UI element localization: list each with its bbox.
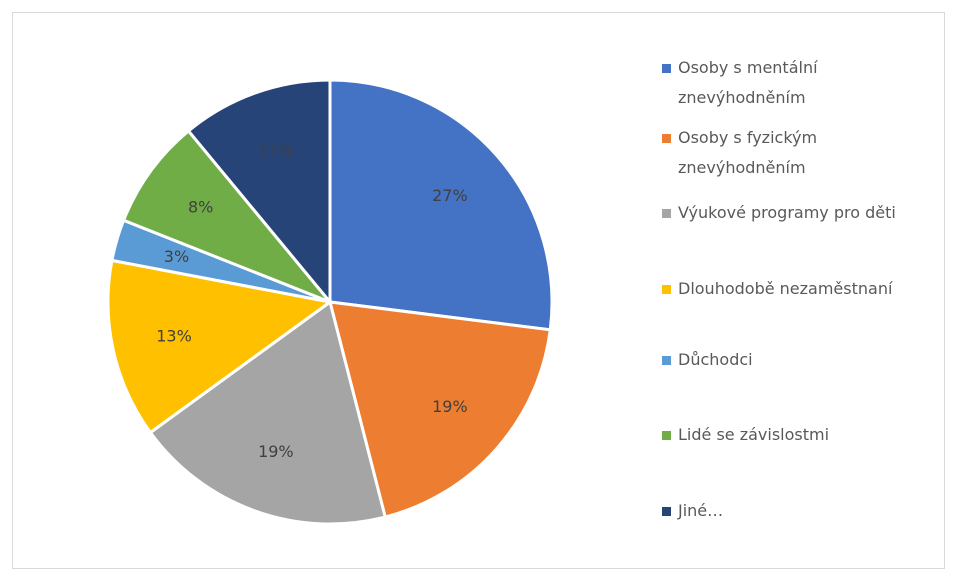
legend-swatch bbox=[662, 64, 671, 73]
pie-slice bbox=[148, 299, 388, 526]
legend-item: Osoby s fyzickým znevýhodněním bbox=[662, 123, 942, 183]
data-label: 27% bbox=[432, 186, 468, 205]
pie-slice bbox=[121, 128, 332, 304]
legend-label: Důchodci bbox=[678, 350, 753, 369]
legend-swatch bbox=[662, 209, 671, 218]
legend-item: Lidé se závislostmi bbox=[662, 420, 942, 450]
legend-label: Lidé se závislostmi bbox=[678, 425, 830, 444]
data-label: 8% bbox=[188, 198, 213, 217]
data-label: 19% bbox=[432, 397, 468, 416]
legend-swatch bbox=[662, 285, 671, 294]
pie-slice bbox=[327, 300, 552, 519]
pie-slice bbox=[328, 78, 554, 332]
legend-label: Výukové programy pro děti bbox=[678, 203, 896, 222]
legend-item: Osoby s mentální znevýhodněním bbox=[662, 53, 942, 113]
legend-swatch bbox=[662, 356, 671, 365]
legend-label: Osoby s mentální znevýhodněním bbox=[678, 58, 818, 107]
data-label: 13% bbox=[156, 326, 192, 345]
pie-slice bbox=[106, 258, 334, 435]
data-label: 3% bbox=[164, 247, 189, 266]
legend-swatch bbox=[662, 507, 671, 516]
legend-swatch bbox=[662, 134, 671, 143]
legend-item: Důchodci bbox=[662, 345, 942, 375]
data-label: 11% bbox=[258, 141, 294, 160]
data-label: 19% bbox=[258, 442, 294, 461]
legend-label: Dlouhodobě nezaměstnaní bbox=[678, 279, 893, 298]
legend-item: Dlouhodobě nezaměstnaní bbox=[662, 274, 942, 304]
chart-border bbox=[12, 12, 945, 569]
legend-swatch bbox=[662, 431, 671, 440]
legend-item: Výukové programy pro děti bbox=[662, 198, 942, 228]
legend-label: Osoby s fyzickým znevýhodněním bbox=[678, 128, 818, 177]
legend-label: Jiné… bbox=[678, 501, 724, 520]
pie-slice bbox=[186, 78, 332, 307]
legend-item: Jiné… bbox=[662, 496, 942, 526]
